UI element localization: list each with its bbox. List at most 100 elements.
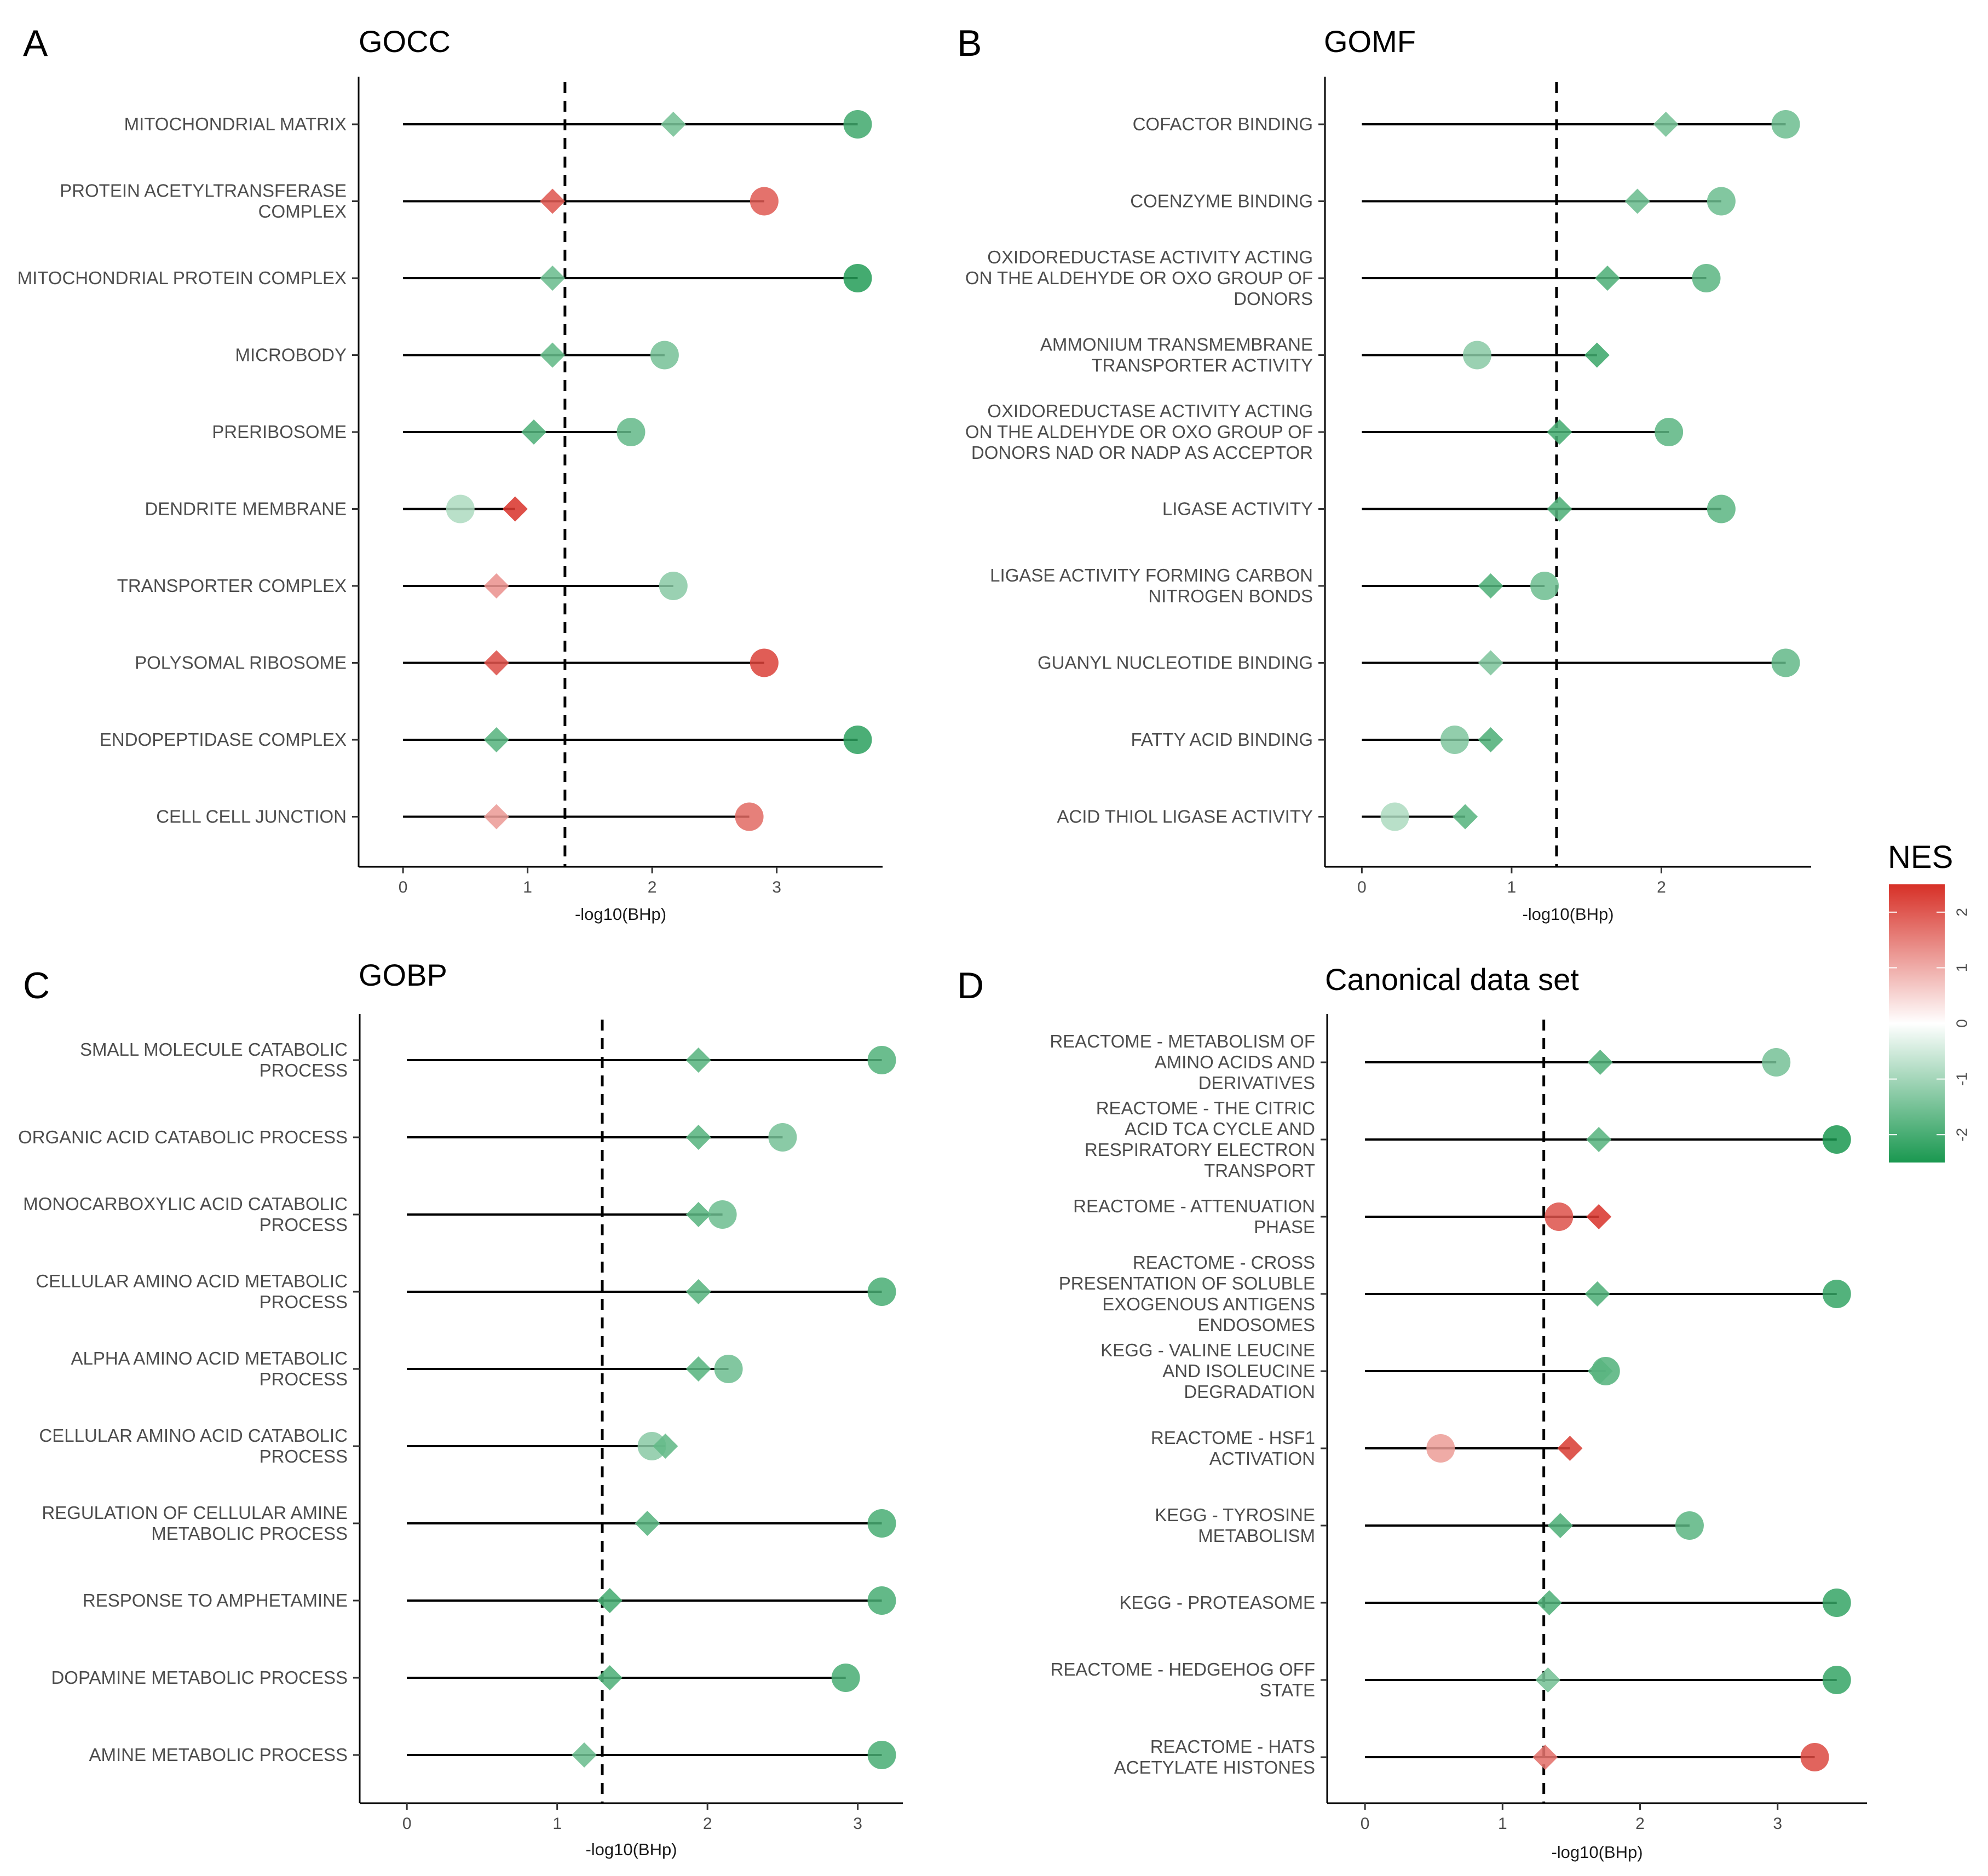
- circle-point: [637, 1432, 666, 1460]
- category-label: MITOCHONDRIAL PROTEIN COMPLEX: [18, 268, 347, 288]
- category-label: REACTOME - THE CITRIC ACID TCA CYCLE AND R…: [1085, 1098, 1315, 1181]
- circle-point: [1771, 648, 1800, 677]
- category-label: GUANYL NUCLEOTIDE BINDING: [1038, 653, 1313, 673]
- circle-point: [1800, 1743, 1829, 1771]
- circle-point: [1822, 1125, 1851, 1154]
- diamond-point: [597, 1588, 623, 1613]
- x-tick-label: 2: [703, 1815, 712, 1833]
- circle-point: [843, 110, 872, 139]
- legend-colorbar: [1889, 884, 1945, 1163]
- category-label: KEGG - TYROSINE METABOLISM: [1155, 1505, 1315, 1546]
- diamond-point: [1584, 1281, 1610, 1307]
- circle-point: [750, 187, 779, 216]
- circle-point: [735, 802, 764, 831]
- panel-title: GOBP: [359, 958, 447, 992]
- circle-point: [867, 1509, 896, 1538]
- circle-point: [1380, 802, 1409, 831]
- circle-point: [1822, 1666, 1851, 1694]
- diamond-point: [1587, 1359, 1613, 1384]
- panel-title: Canonical data set: [1325, 962, 1579, 997]
- category-label: REACTOME - METABOLISM OF AMINO ACIDS AND D…: [1050, 1031, 1315, 1093]
- x-tick-label: 3: [772, 878, 781, 896]
- diamond-point: [685, 1279, 711, 1304]
- category-label: CELLULAR AMINO ACID METABOLIC PROCESS: [36, 1271, 348, 1312]
- diamond-point: [1557, 1436, 1583, 1461]
- diamond-point: [1547, 496, 1572, 522]
- category-label: AMMONIUM TRANSMEMBRANE TRANSPORTER ACTIVI…: [1040, 335, 1313, 376]
- x-tick-label: 0: [402, 1815, 412, 1833]
- circle-point: [867, 1046, 896, 1074]
- diamond-point: [1584, 342, 1610, 368]
- diamond-point: [685, 1048, 711, 1073]
- category-label: DOPAMINE METABOLIC PROCESS: [51, 1667, 348, 1688]
- category-label: LIGASE ACTIVITY FORMING CARBON NITROGEN B…: [990, 565, 1313, 606]
- circle-point: [867, 1741, 896, 1769]
- panel-letter: C: [23, 965, 50, 1006]
- diamond-point: [1653, 112, 1679, 137]
- circle-point: [867, 1277, 896, 1306]
- panel-b: B GOMF 0 1 2 -log10(BHp) COFACTOR BINDING COENZ…: [957, 22, 1811, 924]
- category-label: SMALL MOLECULE CATABOLIC PROCESS: [80, 1039, 348, 1080]
- diamond-point: [685, 1125, 711, 1150]
- x-tick-label: 2: [1635, 1815, 1645, 1833]
- panel-d: D Canonical data set 0 1 2 3 -log10(BHp) REACTO…: [957, 962, 1867, 1862]
- circle-point: [1545, 1202, 1574, 1231]
- category-label: DENDRITE MEMBRANE: [145, 499, 347, 519]
- diamond-point: [1453, 804, 1478, 830]
- circle-point: [1675, 1511, 1704, 1540]
- panel-letter: A: [23, 22, 48, 64]
- diamond-point: [572, 1742, 597, 1768]
- circle-point: [1707, 494, 1736, 523]
- category-label: MICROBODY: [235, 345, 347, 365]
- diamond-point: [483, 573, 509, 599]
- x-tick-label: 0: [1361, 1815, 1370, 1833]
- diamond-point: [483, 727, 509, 752]
- x-tick-label: 0: [1357, 878, 1367, 896]
- x-tick-label: 1: [1507, 878, 1517, 896]
- circle-point: [1771, 110, 1800, 139]
- circle-point: [708, 1200, 737, 1229]
- circle-point: [1822, 1589, 1851, 1617]
- diamond-point: [597, 1665, 623, 1690]
- category-label: TRANSPORTER COMPLEX: [117, 576, 347, 596]
- circle-point: [843, 726, 872, 754]
- diamond-point: [1478, 650, 1503, 676]
- legend-ticks: 2 1 0 -1 -2: [1889, 908, 1970, 1142]
- category-label: PRERIBOSOME: [212, 422, 347, 442]
- diamond-point: [1586, 1127, 1612, 1152]
- category-label: LIGASE ACTIVITY: [1162, 499, 1313, 519]
- x-tick-label: 3: [853, 1815, 862, 1833]
- circle-point: [867, 1586, 896, 1615]
- x-axis-label: -log10(BHp): [585, 1840, 677, 1859]
- category-label: ENDOPEPTIDASE COMPLEX: [100, 729, 347, 750]
- category-label: REACTOME - CROSS PRESENTATION OF SOLUBLE E…: [1059, 1252, 1315, 1335]
- circle-point: [650, 341, 679, 370]
- circle-point: [768, 1123, 797, 1152]
- diamond-point: [540, 266, 566, 291]
- diamond-point: [1478, 573, 1503, 599]
- category-label: KEGG - VALINE LEUCINE AND ISOLEUCINE DEGRA…: [1100, 1340, 1315, 1402]
- circle-point: [616, 418, 646, 446]
- circle-point: [1762, 1048, 1791, 1077]
- diamond-point: [653, 1434, 678, 1459]
- circle-point: [1530, 572, 1559, 600]
- x-axis-label: -log10(BHp): [1551, 1843, 1643, 1862]
- circle-point: [714, 1355, 743, 1383]
- x-tick-label: 1: [1498, 1815, 1507, 1833]
- x-tick-label: 2: [648, 878, 657, 896]
- circle-point: [659, 572, 688, 600]
- circle-point: [1426, 1434, 1455, 1463]
- panel-a: A GOCC 0 1 2 3 -log10(BHp) MITOCHONDRIAL MATRIX…: [18, 22, 883, 924]
- diamond-point: [502, 496, 528, 522]
- panel-letter: D: [957, 965, 984, 1006]
- category-label: REGULATION OF CELLULAR AMINE METABOLIC PR…: [42, 1503, 348, 1544]
- diamond-point: [635, 1511, 660, 1536]
- diamond-point: [685, 1202, 711, 1227]
- category-label: PROTEIN ACETYLTRANSFERASE COMPLEX: [60, 181, 347, 222]
- category-label: CELLULAR AMINO ACID CATABOLIC PROCESS: [39, 1425, 348, 1466]
- category-label: COENZYME BINDING: [1130, 191, 1313, 211]
- diamond-point: [685, 1356, 711, 1382]
- x-tick-label: 1: [552, 1815, 562, 1833]
- category-label: POLYSOMAL RIBOSOME: [135, 653, 347, 673]
